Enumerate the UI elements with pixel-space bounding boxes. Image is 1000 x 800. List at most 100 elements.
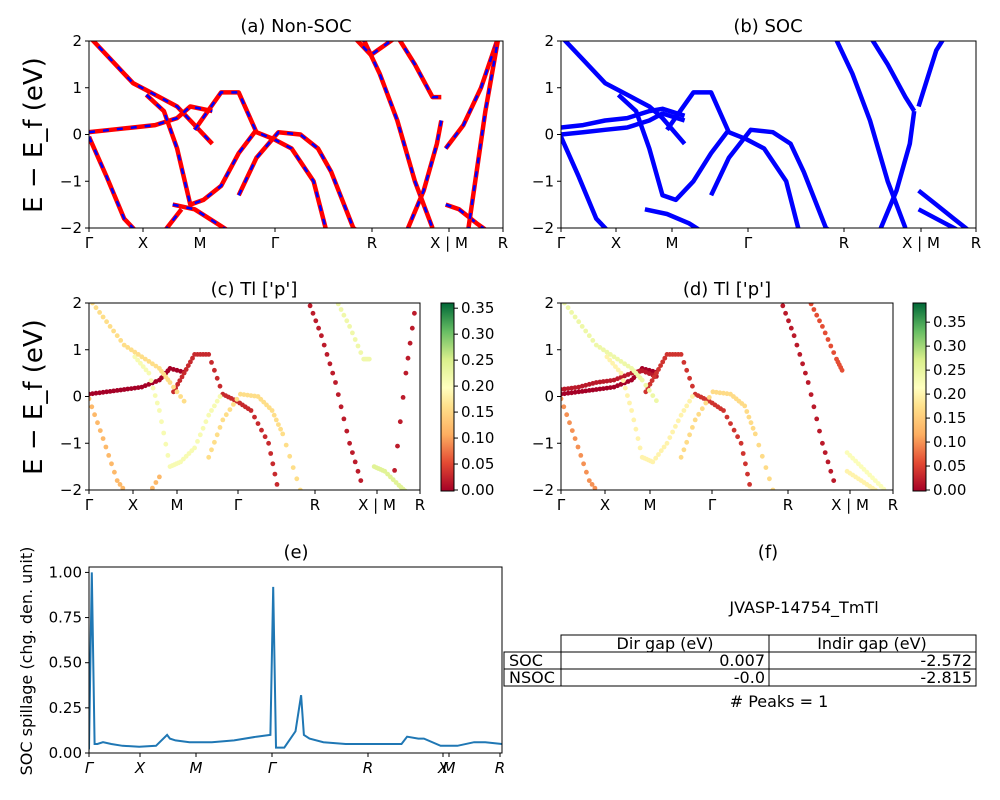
band-point <box>564 412 570 418</box>
band-point <box>748 420 754 426</box>
band-point <box>150 485 155 490</box>
band-point <box>831 478 837 483</box>
band-point <box>767 476 772 482</box>
band-point <box>324 352 330 357</box>
band-point <box>89 396 92 402</box>
band-point <box>780 303 786 309</box>
band-point <box>684 403 690 409</box>
band-point <box>687 398 692 404</box>
band-point <box>597 345 603 350</box>
band-point <box>238 391 243 397</box>
band-point <box>744 409 750 414</box>
band-point <box>188 359 193 365</box>
colorbar-tick-label: 0.25 <box>933 361 966 379</box>
band-point <box>615 356 620 362</box>
band-point <box>400 395 406 400</box>
band-point <box>583 382 589 388</box>
band-point <box>100 389 106 395</box>
colorbar-tick-label: 0.05 <box>933 457 966 475</box>
band-point <box>157 408 162 413</box>
band-point <box>684 439 690 445</box>
band-point <box>569 390 574 396</box>
band-point <box>575 444 581 450</box>
band-point <box>565 390 571 396</box>
band-point <box>223 412 229 418</box>
x-tick-label: Γ <box>234 496 243 514</box>
band-point <box>569 310 574 315</box>
band-line-overlay <box>444 41 499 150</box>
gap-table: JVASP-14754_TmTl Dir gap (eV) Indir gap … <box>503 598 977 711</box>
band-point <box>107 389 113 394</box>
band-point <box>147 491 152 496</box>
x-tick-label: Γ <box>271 234 280 252</box>
band-point <box>687 375 692 381</box>
band-point <box>625 393 630 398</box>
band-point <box>270 461 276 467</box>
x-tick-label: R <box>363 759 373 777</box>
band-point <box>583 328 589 334</box>
band-point <box>797 352 803 357</box>
band-point <box>622 385 628 391</box>
colorbar-tick-label: 0.00 <box>933 481 966 499</box>
band-point <box>808 392 814 397</box>
band-point <box>788 325 794 331</box>
colorbar-tick-label: 0.35 <box>461 299 494 317</box>
band-line-overlay <box>89 136 183 228</box>
band-point <box>109 461 114 467</box>
band-point <box>174 367 180 373</box>
band-point <box>395 443 400 449</box>
band-point <box>245 392 250 398</box>
band-point <box>692 417 698 423</box>
y-tick-label: 0.25 <box>49 699 82 717</box>
y-tick-label: −1 <box>532 434 554 452</box>
band-point <box>649 378 655 383</box>
band-point <box>664 440 670 446</box>
band-point <box>252 393 257 399</box>
band-point <box>746 414 752 420</box>
band-point <box>651 374 657 380</box>
band-point <box>174 389 180 395</box>
band-point <box>618 370 624 376</box>
band-point <box>650 459 656 465</box>
band-point <box>637 445 643 451</box>
band-point <box>586 333 592 339</box>
band-point <box>220 417 226 423</box>
band-point <box>786 318 791 324</box>
band-point <box>104 319 109 325</box>
band-point <box>142 383 148 389</box>
band-point <box>327 361 333 367</box>
band-point <box>297 487 303 490</box>
band-point <box>690 394 695 399</box>
band-point <box>654 370 659 376</box>
band-point <box>822 330 828 336</box>
band-point <box>811 404 817 410</box>
band-point <box>805 380 811 385</box>
band-point <box>121 387 127 392</box>
band-point <box>350 450 355 455</box>
band-point <box>656 367 661 372</box>
band-point <box>593 342 599 348</box>
band-point <box>252 414 257 420</box>
band-point <box>703 400 709 406</box>
band-point <box>227 407 233 412</box>
band-point <box>197 432 203 438</box>
x-tick-label: Γ <box>85 496 94 514</box>
spillage-line <box>89 572 502 750</box>
band-point <box>667 435 673 440</box>
band-point <box>132 354 138 360</box>
axes-frame <box>560 302 894 491</box>
band-point <box>112 469 117 475</box>
band-line <box>916 41 945 108</box>
band-point <box>661 444 667 450</box>
x-tick-label: M <box>644 496 657 514</box>
band-point <box>167 380 173 385</box>
band-point <box>778 296 783 301</box>
band-point <box>608 385 613 390</box>
band-point <box>344 428 350 434</box>
band-point <box>185 363 191 368</box>
band-point <box>190 355 195 361</box>
colorbar-tick-label: 0.20 <box>933 385 966 403</box>
band-point <box>333 380 338 385</box>
band-point <box>650 368 656 374</box>
x-tick-label: Γ <box>744 234 753 252</box>
